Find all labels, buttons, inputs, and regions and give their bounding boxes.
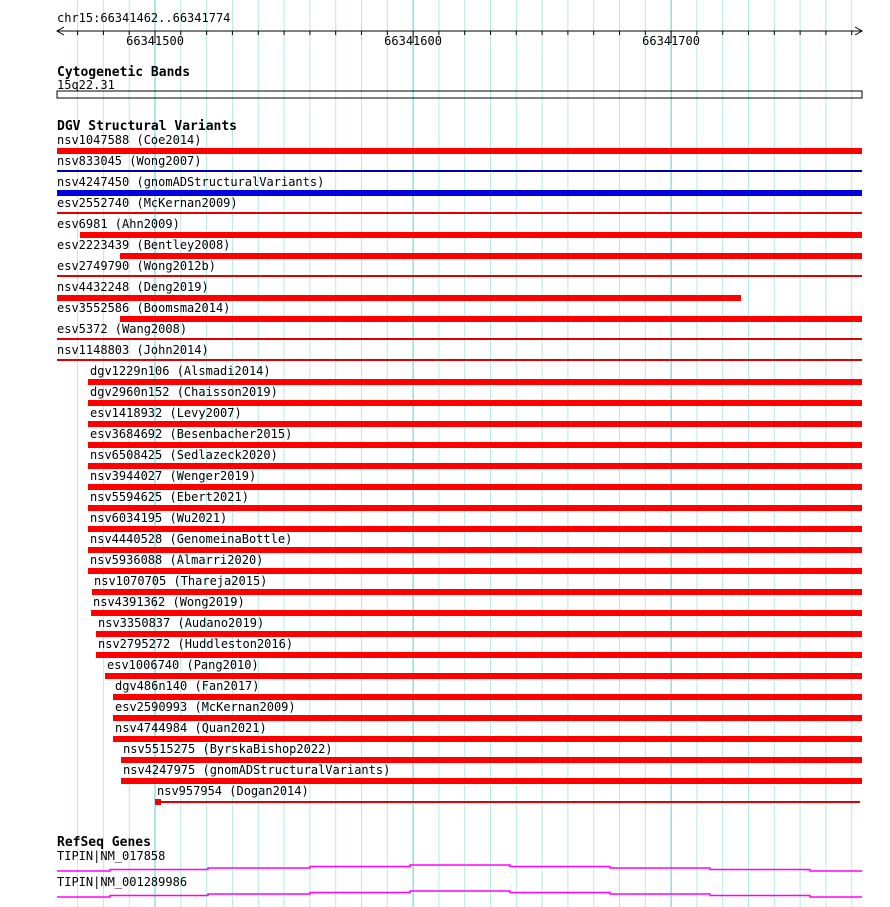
variant-label[interactable]: esv2223439 (Bentley2008) [57,238,231,252]
variant-bar[interactable] [121,778,862,784]
section-heading-cytogenetic-bands: Cytogenetic Bands [57,65,191,80]
variant-label[interactable]: dgv1229n106 (Alsmadi2014) [90,364,271,378]
variant-label[interactable]: esv2552740 (McKernan2009) [57,196,238,210]
variant-bar[interactable] [57,295,741,301]
ruler-tick-label: 66341500 [126,34,184,48]
variant-label[interactable]: esv3552586 (Boomsma2014) [57,301,231,315]
variant-label[interactable]: nsv2795272 (Huddleston2016) [98,637,294,651]
variant-bar[interactable] [92,589,862,595]
gene-model-line[interactable] [57,890,862,898]
variant-label[interactable]: nsv4440528 (GenomeinaBottle) [90,532,293,546]
variant-label[interactable]: nsv833045 (Wong2007) [57,154,202,168]
variant-label[interactable]: esv3684692 (Besenbacher2015) [90,427,293,441]
variant-bar[interactable] [88,421,862,427]
variant-bar[interactable] [96,652,862,658]
variant-bar[interactable] [96,631,862,637]
variant-bar[interactable] [120,316,862,322]
variant-label[interactable]: nsv1148803 (John2014) [57,343,209,357]
variant-bar[interactable] [88,484,862,490]
section-heading-dgv-structural-variants: DGV Structural Variants [57,119,238,134]
variant-bar[interactable] [113,736,862,742]
variant-label[interactable]: nsv1070705 (Thareja2015) [94,574,268,588]
variant-bar[interactable] [113,694,862,700]
variant-bar[interactable] [88,400,862,406]
variant-bar[interactable] [88,442,862,448]
variant-bar[interactable] [91,610,862,616]
variant-label[interactable]: esv1006740 (Pang2010) [107,658,259,672]
variant-bar[interactable] [121,757,862,763]
variant-label[interactable]: nsv4247450 (gnomADStructuralVariants) [57,175,325,189]
variant-bar[interactable] [57,338,862,340]
variant-label[interactable]: esv5372 (Wang2008) [57,322,188,336]
variant-label[interactable]: dgv486n140 (Fan2017) [115,679,260,693]
variant-bar[interactable] [57,170,862,172]
variant-label[interactable]: nsv5594625 (Ebert2021) [90,490,249,504]
variant-bar[interactable] [113,715,862,721]
variant-bar[interactable] [120,253,862,259]
variant-bar[interactable] [88,505,862,511]
variant-label[interactable]: esv2749790 (Wong2012b) [57,259,216,273]
variant-bar[interactable] [57,359,862,361]
variant-label[interactable]: nsv3350837 (Audano2019) [98,616,265,630]
cytoband-box[interactable] [56,90,863,99]
cytoband-label: 15q22.31 [57,78,115,92]
ruler-right-arrow-icon [854,26,864,36]
variant-label[interactable]: nsv5936088 (Almarri2020) [90,553,264,567]
variant-label[interactable]: esv2590993 (McKernan2009) [115,700,296,714]
variant-bar[interactable] [57,190,862,196]
variant-bar[interactable] [57,275,862,277]
ruler-left-arrow-icon [55,26,65,36]
gene-model-line[interactable] [57,864,862,872]
region-title: chr15:66341462..66341774 [57,11,231,25]
variant-bar[interactable] [88,568,862,574]
variant-bar[interactable] [88,463,862,469]
variant-label[interactable]: nsv957954 (Dogan2014) [157,784,309,798]
variant-bar[interactable] [105,673,862,679]
variant-bar[interactable] [57,148,862,154]
variant-bar[interactable] [88,526,862,532]
variant-label[interactable]: esv1418932 (Levy2007) [90,406,242,420]
variant-bar[interactable] [88,379,862,385]
gene-label-tipin-nm-017858[interactable]: TIPIN|NM_017858 [57,849,166,863]
gene-label-tipin-nm-001289986[interactable]: TIPIN|NM_001289986 [57,875,188,889]
variant-label[interactable]: nsv6508425 (Sedlazeck2020) [90,448,278,462]
variant-label[interactable]: nsv4391362 (Wong2019) [93,595,245,609]
variant-label[interactable]: nsv5515275 (ByrskaBishop2022) [123,742,333,756]
variant-bar[interactable] [155,801,860,803]
variant-label[interactable]: nsv6034195 (Wu2021) [90,511,228,525]
variant-label[interactable]: dgv2960n152 (Chaisson2019) [90,385,278,399]
variant-label[interactable]: nsv4247975 (gnomADStructuralVariants) [123,763,391,777]
variant-label[interactable]: nsv1047588 (Coe2014) [57,133,202,147]
section-heading-refseq-genes: RefSeq Genes [57,835,151,850]
variant-bar[interactable] [88,547,862,553]
ruler-tick-label: 66341600 [384,34,442,48]
variant-label[interactable]: nsv3944027 (Wenger2019) [90,469,257,483]
variant-label[interactable]: nsv4744984 (Quan2021) [115,721,267,735]
variant-label[interactable]: nsv4432248 (Deng2019) [57,280,209,294]
variant-label[interactable]: esv6981 (Ahn2009) [57,217,180,231]
variant-bar[interactable] [57,212,862,214]
ruler-tick-label: 66341700 [642,34,700,48]
variant-bar[interactable] [80,232,862,238]
